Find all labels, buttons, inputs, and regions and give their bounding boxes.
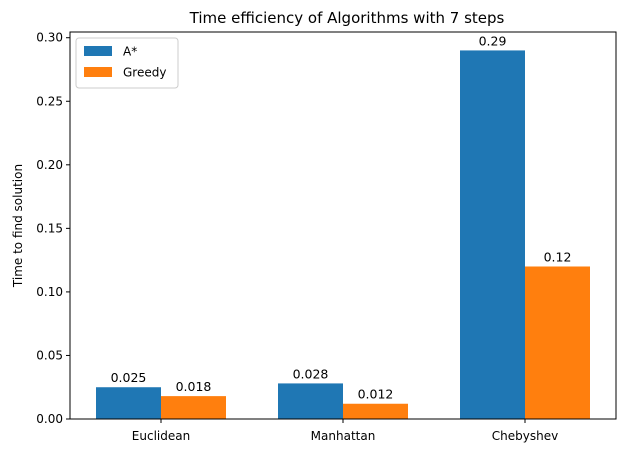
data-label: 0.028 [293,366,329,381]
bar-a-chebyshev [460,50,525,420]
x-tick-label: Chebyshev [492,429,558,443]
data-label: 0.012 [358,387,394,402]
y-tick-label: 0.00 [36,412,63,426]
y-axis-label: Time to find solution [11,164,25,288]
y-axis: 0.00 0.05 0.10 0.15 0.20 0.25 0.30 [36,31,70,426]
data-label: 0.12 [544,249,572,264]
legend-swatch [84,46,112,56]
y-tick-label: 0.20 [36,158,63,172]
legend-label: A* [123,45,137,59]
x-axis: Euclidean Manhattan Chebyshev [132,419,558,443]
y-tick-label: 0.05 [36,348,63,362]
bar-greedy-chebyshev [525,266,590,419]
y-tick-label: 0.30 [36,31,63,45]
legend-swatch [84,67,112,77]
x-tick-label: Euclidean [132,429,190,443]
legend-label: Greedy [123,66,166,80]
bar-a-manhattan [278,383,343,419]
bar-a-euclidean [96,387,161,419]
bar-greedy-euclidean [161,396,226,419]
y-tick-label: 0.15 [36,221,63,235]
legend: A* Greedy [75,37,179,89]
data-labels-group: 0.025 0.028 0.29 0.018 0.012 0.12 [111,33,572,401]
chart-title: Time efficiency of Algorithms with 7 ste… [189,9,505,27]
data-label: 0.29 [479,33,507,48]
y-tick-label: 0.10 [36,285,63,299]
bars-group [96,50,590,420]
x-tick-label: Manhattan [311,429,376,443]
bar-greedy-manhattan [343,403,408,419]
y-tick-label: 0.25 [36,94,63,108]
data-label: 0.018 [176,379,212,394]
data-label: 0.025 [111,370,147,385]
